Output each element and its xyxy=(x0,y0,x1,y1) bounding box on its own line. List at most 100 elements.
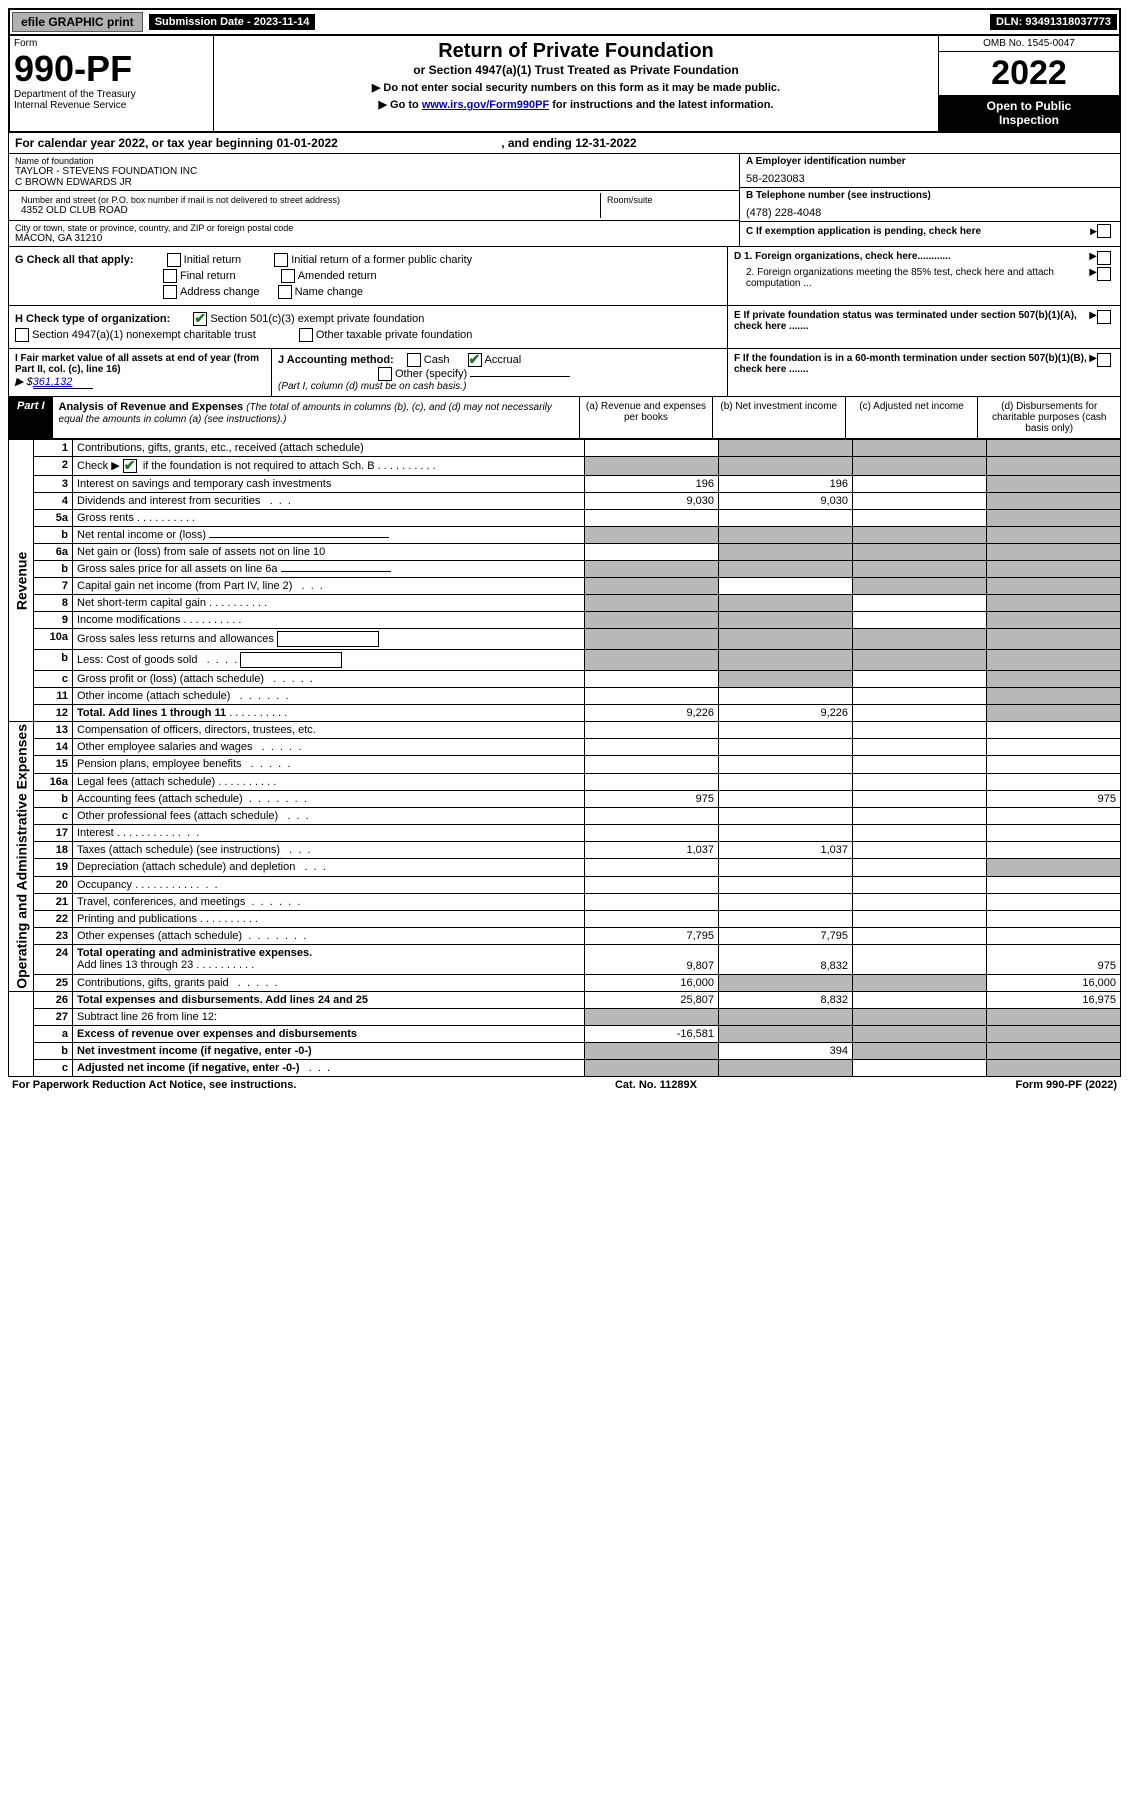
c-field: C If exemption application is pending, c… xyxy=(740,222,1120,240)
line-no: a xyxy=(34,1025,73,1042)
i-value[interactable]: 361,132 xyxy=(33,376,93,389)
line-desc: Taxes (attach schedule) (see instruction… xyxy=(73,842,585,859)
cell-value: 16,000 xyxy=(585,974,719,991)
line-no: c xyxy=(34,807,73,824)
f-label: F If the foundation is in a 60-month ter… xyxy=(734,353,1089,375)
table-row: 5a Gross rents . . . . . . . . . . xyxy=(9,510,1121,527)
cell-value: 975 xyxy=(987,945,1121,974)
line-desc: Net investment income (if negative, ente… xyxy=(73,1042,585,1059)
entity-block: Name of foundation TAYLOR - STEVENS FOUN… xyxy=(8,154,1121,247)
line-desc: Gross profit or (loss) (attach schedule)… xyxy=(73,671,585,688)
final-return-checkbox[interactable] xyxy=(163,269,177,283)
line-desc: Total expenses and disbursements. Add li… xyxy=(73,991,585,1008)
d2-checkbox[interactable] xyxy=(1097,267,1111,281)
table-row: 9 Income modifications . . . . . . . . .… xyxy=(9,612,1121,629)
table-row: 19 Depreciation (attach schedule) and de… xyxy=(9,859,1121,876)
address-change-checkbox[interactable] xyxy=(163,285,177,299)
line-desc: Interest on savings and temporary cash i… xyxy=(73,476,585,493)
i-j-left: I Fair market value of all assets at end… xyxy=(9,349,728,396)
instructions-link[interactable]: www.irs.gov/Form990PF xyxy=(422,99,549,111)
j-accrual-label: Accrual xyxy=(485,354,522,366)
initial-return-checkbox[interactable] xyxy=(167,253,181,267)
table-row: c Adjusted net income (if negative, ente… xyxy=(9,1059,1121,1076)
amended-label: Amended return xyxy=(298,270,377,282)
line-desc: Total operating and administrative expen… xyxy=(73,945,585,974)
j-other-checkbox[interactable] xyxy=(378,367,392,381)
header-right: OMB No. 1545-0047 2022 Open to Public In… xyxy=(938,36,1119,131)
city-value: MACON, GA 31210 xyxy=(15,233,733,244)
line-no: 17 xyxy=(34,825,73,842)
efile-print-button[interactable]: efile GRAPHIC print xyxy=(12,12,143,32)
table-row: 7 Capital gain net income (from Part IV,… xyxy=(9,578,1121,595)
form-header: Form 990-PF Department of the Treasury I… xyxy=(8,36,1121,133)
amended-checkbox[interactable] xyxy=(281,269,295,283)
g-block: G Check all that apply: Initial return I… xyxy=(9,247,728,305)
cell-value: 7,795 xyxy=(719,928,853,945)
initial-return-label: Initial return xyxy=(184,254,241,266)
line-desc: Net short-term capital gain . . . . . . … xyxy=(73,595,585,612)
name-change-checkbox[interactable] xyxy=(278,285,292,299)
line-no: 24 xyxy=(34,945,73,974)
line-desc: Capital gain net income (from Part IV, l… xyxy=(73,578,585,595)
e-checkbox[interactable] xyxy=(1097,310,1111,324)
foundation-name2: C BROWN EDWARDS JR xyxy=(15,177,733,188)
table-row: b Gross sales price for all assets on li… xyxy=(9,561,1121,578)
initial-former-checkbox[interactable] xyxy=(274,253,288,267)
line-no: 26 xyxy=(34,991,73,1008)
table-row: 2 Check ▶ if the foundation is not requi… xyxy=(9,457,1121,476)
line-no: 13 xyxy=(34,722,73,739)
table-row: b Net rental income or (loss) xyxy=(9,527,1121,544)
table-row: 26 Total expenses and disbursements. Add… xyxy=(9,991,1121,1008)
h-4947-label: Section 4947(a)(1) nonexempt charitable … xyxy=(32,329,256,341)
title-sub: or Section 4947(a)(1) Trust Treated as P… xyxy=(218,63,934,77)
col-d-header: (d) Disbursements for charitable purpose… xyxy=(977,397,1120,438)
table-row: 10a Gross sales less returns and allowan… xyxy=(9,629,1121,650)
h-other-checkbox[interactable] xyxy=(299,328,313,342)
col-c-header: (c) Adjusted net income xyxy=(845,397,978,438)
table-row: 12 Total. Add lines 1 through 11 . . . .… xyxy=(9,705,1121,722)
j-cash-checkbox[interactable] xyxy=(407,353,421,367)
table-row: b Accounting fees (attach schedule) . . … xyxy=(9,790,1121,807)
cell-value: 196 xyxy=(585,476,719,493)
table-row: 11 Other income (attach schedule) . . . … xyxy=(9,688,1121,705)
table-row: 14 Other employee salaries and wages . .… xyxy=(9,739,1121,756)
line-desc: Subtract line 26 from line 12: xyxy=(73,1008,585,1025)
c-checkbox[interactable] xyxy=(1097,224,1111,238)
line-no: c xyxy=(34,1059,73,1076)
line-no: 19 xyxy=(34,859,73,876)
city-label: City or town, state or province, country… xyxy=(15,223,733,233)
table-row: 6a Net gain or (loss) from sale of asset… xyxy=(9,544,1121,561)
line-desc: Check ▶ if the foundation is not require… xyxy=(73,457,585,476)
line-desc: Total. Add lines 1 through 11 . . . . . … xyxy=(73,705,585,722)
line-no: 2 xyxy=(34,457,73,476)
j-block: J Accounting method: Cash Accrual Other … xyxy=(272,349,727,396)
analysis-table: Revenue 1 Contributions, gifts, grants, … xyxy=(8,439,1121,1077)
name-field: Name of foundation TAYLOR - STEVENS FOUN… xyxy=(9,154,739,191)
schb-checkbox[interactable] xyxy=(123,459,137,473)
i-block: I Fair market value of all assets at end… xyxy=(9,349,272,396)
d1-checkbox[interactable] xyxy=(1097,251,1111,265)
line-desc: Legal fees (attach schedule) . . . . . .… xyxy=(73,773,585,790)
line-desc: Other expenses (attach schedule) . . . .… xyxy=(73,928,585,945)
line-desc: Printing and publications . . . . . . . … xyxy=(73,910,585,927)
open-line2: Inspection xyxy=(941,113,1117,127)
f-checkbox[interactable] xyxy=(1097,353,1111,367)
cell-value: 975 xyxy=(987,790,1121,807)
g-label: G Check all that apply: xyxy=(15,254,134,266)
line-desc: Other income (attach schedule) . . . . .… xyxy=(73,688,585,705)
h-501c3-checkbox[interactable] xyxy=(193,312,207,326)
line-no: 5a xyxy=(34,510,73,527)
line-desc: Interest . . . . . . . . . . . . . xyxy=(73,825,585,842)
h-4947-checkbox[interactable] xyxy=(15,328,29,342)
d1-label: D 1. Foreign organizations, check here..… xyxy=(734,251,1089,265)
d2-label: 2. Foreign organizations meeting the 85%… xyxy=(734,267,1089,289)
cell-value: 9,030 xyxy=(719,493,853,510)
line-no: 20 xyxy=(34,876,73,893)
line-desc: Income modifications . . . . . . . . . . xyxy=(73,612,585,629)
i-label: I Fair market value of all assets at end… xyxy=(15,353,265,375)
col-b-header: (b) Net investment income xyxy=(712,397,845,438)
j-accrual-checkbox[interactable] xyxy=(468,353,482,367)
table-row: a Excess of revenue over expenses and di… xyxy=(9,1025,1121,1042)
h-block-row: H Check type of organization: Section 50… xyxy=(8,306,1121,349)
cell-value: 16,000 xyxy=(987,974,1121,991)
